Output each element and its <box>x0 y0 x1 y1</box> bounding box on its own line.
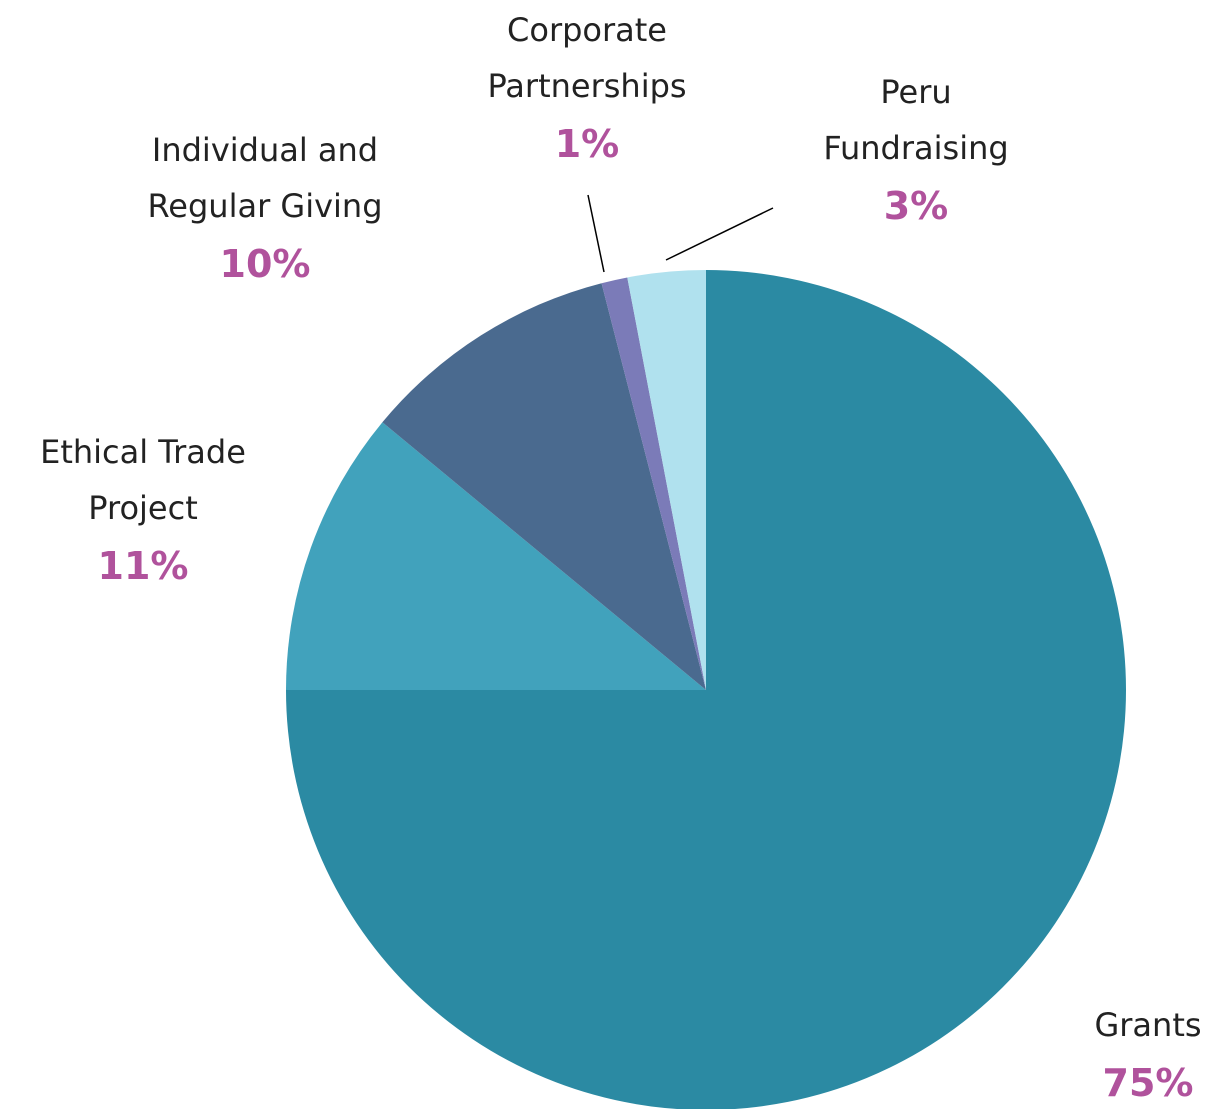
value-label: 11% <box>97 544 189 588</box>
category-label: Corporate Partnerships <box>487 11 687 105</box>
category-label: Ethical Trade Project <box>40 433 246 527</box>
slice <box>601 277 706 690</box>
leader-line <box>587 194 605 273</box>
category-label: Peru Fundraising <box>823 73 1009 167</box>
slice-label: Peru Fundraising 3% <box>806 64 1026 236</box>
leader-line <box>665 207 774 261</box>
category-label: Grants <box>1094 1006 1202 1044</box>
value-label: 10% <box>219 242 311 286</box>
slice <box>286 270 1126 1109</box>
slice-label: Corporate Partnerships 1% <box>457 2 717 174</box>
slice-label: Individual and Regular Giving 10% <box>115 122 415 294</box>
value-label: 75% <box>1102 1061 1194 1105</box>
pie <box>286 270 1126 1109</box>
value-label: 1% <box>554 122 620 166</box>
category-label: Individual and Regular Giving <box>147 131 383 225</box>
slice-label: Grants 75% <box>1048 997 1215 1113</box>
slice-label: Ethical Trade Project 11% <box>13 424 273 596</box>
slice <box>286 422 706 690</box>
slice <box>382 283 706 690</box>
value-label: 3% <box>883 184 949 228</box>
slice <box>627 270 706 690</box>
